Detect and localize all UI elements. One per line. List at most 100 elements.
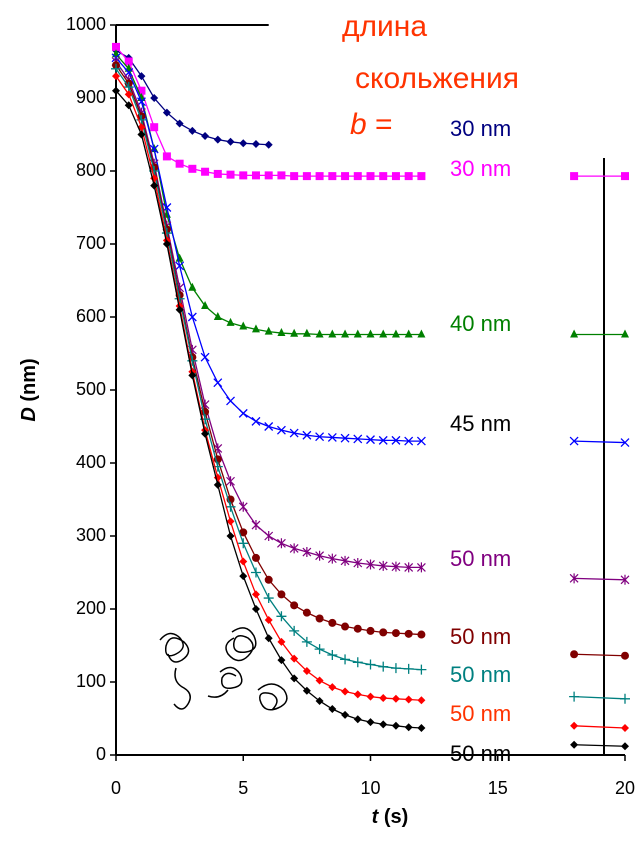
x-tick-label: 15 bbox=[488, 778, 508, 798]
marker bbox=[302, 667, 311, 676]
marker bbox=[175, 261, 185, 271]
marker bbox=[137, 86, 146, 95]
marker bbox=[290, 328, 299, 337]
marker bbox=[417, 723, 426, 732]
marker bbox=[251, 139, 260, 148]
marker bbox=[570, 721, 579, 730]
marker bbox=[200, 352, 210, 362]
marker bbox=[569, 691, 580, 702]
legend-label: 50 nm bbox=[450, 741, 511, 766]
marker bbox=[570, 740, 579, 749]
y-axis-label: D (nm) bbox=[18, 358, 40, 421]
marker bbox=[289, 428, 299, 438]
marker bbox=[277, 637, 286, 646]
marker bbox=[621, 329, 629, 338]
marker bbox=[239, 557, 248, 566]
marker bbox=[251, 520, 261, 531]
x-label-symbol: t bbox=[372, 806, 380, 828]
x-axis-label: t (s) bbox=[372, 806, 409, 828]
marker bbox=[366, 435, 375, 445]
marker bbox=[570, 650, 579, 659]
marker bbox=[124, 90, 133, 99]
marker bbox=[290, 172, 299, 181]
y-tick-label: 700 bbox=[76, 233, 106, 253]
marker bbox=[340, 654, 351, 665]
marker bbox=[226, 517, 235, 526]
marker bbox=[328, 329, 337, 338]
series-line bbox=[115, 90, 626, 747]
y-tick-label: 200 bbox=[76, 598, 106, 618]
y-tick-label: 1000 bbox=[66, 14, 106, 34]
marker bbox=[366, 626, 375, 635]
marker bbox=[289, 543, 299, 554]
marker bbox=[226, 317, 235, 326]
marker bbox=[302, 608, 311, 617]
marker bbox=[379, 172, 388, 181]
marker bbox=[417, 630, 426, 639]
marker bbox=[366, 718, 375, 727]
marker bbox=[226, 170, 235, 179]
marker bbox=[290, 654, 299, 663]
marker bbox=[238, 501, 248, 512]
legend-label: 40 nm bbox=[450, 311, 511, 336]
marker bbox=[353, 558, 363, 569]
marker bbox=[341, 622, 350, 631]
legend-label: 30 nm bbox=[450, 156, 511, 181]
marker bbox=[341, 687, 350, 696]
marker bbox=[390, 663, 401, 674]
marker bbox=[340, 433, 350, 443]
legend-label: 45 nm bbox=[450, 411, 511, 436]
marker bbox=[341, 172, 350, 181]
y-label-unit: (nm) bbox=[18, 358, 40, 401]
marker bbox=[353, 715, 362, 724]
marker bbox=[124, 57, 133, 66]
marker bbox=[226, 476, 235, 487]
x-tick-label: 20 bbox=[615, 778, 635, 798]
marker bbox=[417, 172, 426, 181]
marker bbox=[250, 567, 261, 578]
marker bbox=[264, 326, 273, 335]
legend-label: 50 nm bbox=[450, 624, 511, 649]
marker bbox=[264, 140, 273, 149]
marker bbox=[277, 171, 286, 180]
legend-label: 50 nm bbox=[450, 546, 511, 571]
y-tick-label: 500 bbox=[76, 379, 106, 399]
marker bbox=[404, 329, 413, 338]
marker bbox=[328, 683, 337, 692]
marker bbox=[379, 628, 388, 637]
marker bbox=[239, 572, 248, 581]
b-symbol: b bbox=[350, 108, 367, 141]
marker bbox=[569, 436, 579, 446]
marker bbox=[366, 692, 375, 701]
y-tick-label: 800 bbox=[76, 160, 106, 180]
marker bbox=[341, 329, 350, 338]
marker bbox=[302, 430, 312, 440]
marker bbox=[570, 172, 579, 181]
marker bbox=[340, 555, 350, 566]
marker bbox=[353, 434, 363, 444]
marker bbox=[328, 705, 337, 714]
marker bbox=[365, 659, 376, 670]
marker bbox=[353, 624, 362, 633]
x-tick-label: 0 bbox=[111, 778, 121, 798]
marker bbox=[175, 119, 184, 128]
marker bbox=[315, 696, 324, 705]
marker bbox=[366, 329, 375, 338]
marker bbox=[379, 329, 388, 338]
marker bbox=[353, 172, 362, 181]
y-tick-label: 300 bbox=[76, 525, 106, 545]
marker bbox=[328, 618, 337, 627]
marker bbox=[201, 429, 210, 438]
marker bbox=[620, 693, 630, 704]
marker bbox=[301, 636, 312, 647]
marker bbox=[277, 328, 286, 337]
marker bbox=[112, 42, 120, 51]
marker bbox=[226, 137, 235, 146]
marker bbox=[150, 94, 159, 102]
marker bbox=[124, 101, 133, 110]
marker bbox=[188, 282, 197, 291]
marker bbox=[276, 611, 287, 622]
y-label-symbol: D bbox=[18, 407, 40, 421]
x-tick-label: 5 bbox=[238, 778, 248, 798]
y-tick-label: 600 bbox=[76, 306, 106, 326]
